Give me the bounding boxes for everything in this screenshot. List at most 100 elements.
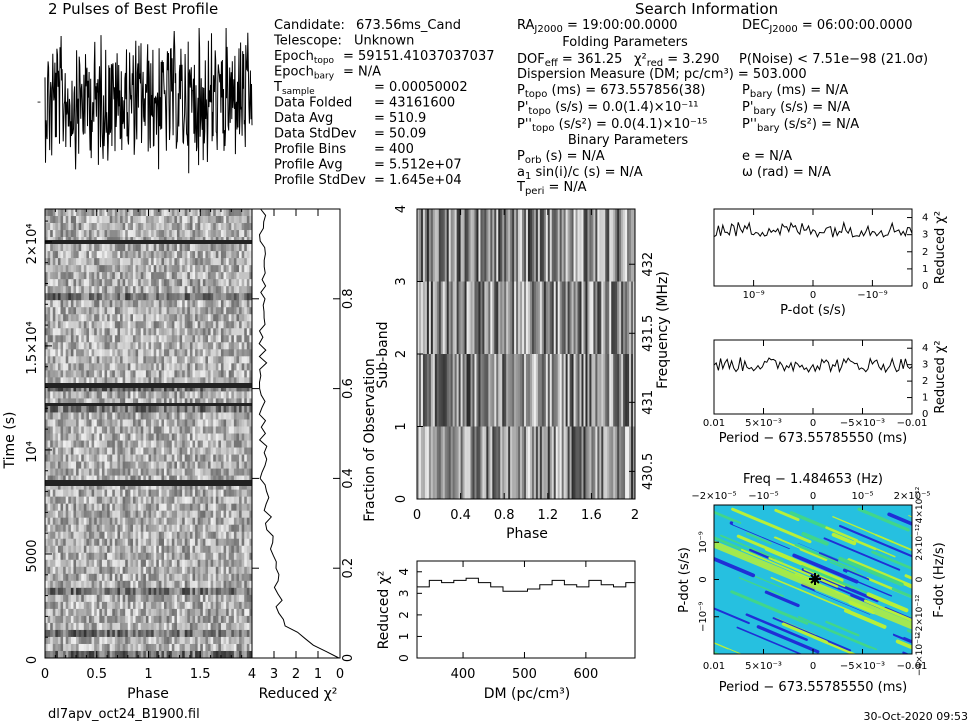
- pixel: [143, 328, 147, 336]
- pixel: [45, 566, 48, 575]
- pixel: [226, 335, 230, 343]
- pixel: [153, 272, 157, 280]
- pixel: [76, 384, 79, 392]
- pixel: [94, 398, 98, 406]
- pixel: [132, 496, 136, 504]
- pixel: [197, 433, 201, 441]
- pixel: [182, 216, 186, 224]
- pixel: [164, 433, 167, 441]
- pixel: [174, 461, 178, 469]
- pixel: [47, 349, 51, 357]
- pixel: [101, 321, 105, 329]
- pixel: [174, 531, 178, 540]
- pixel: [249, 328, 253, 336]
- pixel: [86, 377, 90, 385]
- pixel: [244, 398, 248, 406]
- pixel: [192, 300, 196, 308]
- pixel: [176, 601, 180, 610]
- pixel: [166, 230, 170, 238]
- pixel: [127, 601, 131, 610]
- pixel: [158, 293, 162, 301]
- pixel: [76, 216, 79, 224]
- pixel: [50, 426, 54, 434]
- pixel: [182, 321, 186, 329]
- pixel: [145, 293, 149, 301]
- pixel: [153, 601, 157, 610]
- pixel: [187, 258, 191, 266]
- cand-value: Unknown: [354, 34, 414, 49]
- pixel: [161, 405, 165, 413]
- pixel: [231, 545, 235, 554]
- pixel: [244, 342, 248, 350]
- pixel: [161, 398, 165, 406]
- pixel: [78, 412, 82, 420]
- pixel: [78, 524, 82, 533]
- pixel: [63, 223, 66, 231]
- pixel: [231, 300, 235, 308]
- pixel: [122, 447, 126, 455]
- pixel: [156, 580, 160, 589]
- pixel: [107, 594, 110, 603]
- pixel: [88, 524, 92, 533]
- pixel: [45, 405, 48, 413]
- pixel: [233, 251, 237, 259]
- pixel: [50, 405, 54, 413]
- pixel: [239, 384, 242, 392]
- pixel: [138, 300, 142, 308]
- pixel: [73, 594, 77, 603]
- pixel: [109, 559, 113, 568]
- pixel: [63, 580, 66, 589]
- pixel: [107, 587, 110, 596]
- pixel: [228, 307, 232, 315]
- pixel: [187, 342, 191, 350]
- pixel: [218, 510, 222, 518]
- pixel: [189, 545, 193, 554]
- pixel: [104, 545, 108, 554]
- pixel: [182, 314, 186, 322]
- pixel: [218, 293, 222, 301]
- pixel: [158, 349, 162, 357]
- pixel: [192, 209, 196, 217]
- pixel: [205, 209, 209, 217]
- pixel: [220, 587, 224, 596]
- pixel: [99, 594, 103, 603]
- pixel: [189, 601, 193, 610]
- pixel: [78, 461, 82, 469]
- pixel: [164, 377, 167, 385]
- pixel: [218, 377, 222, 385]
- pixel: [244, 265, 248, 273]
- pixel: [83, 524, 87, 533]
- pixel: [182, 545, 186, 554]
- pixel: [220, 244, 224, 252]
- pixel: [174, 552, 178, 561]
- pixel: [231, 531, 235, 540]
- pixel: [241, 587, 245, 596]
- pixel: [112, 342, 116, 350]
- pixel: [208, 468, 211, 476]
- pixel: [179, 377, 183, 385]
- pixel: [99, 258, 103, 266]
- pixel: [60, 426, 64, 434]
- pixel: [195, 587, 198, 596]
- pixel: [166, 559, 170, 568]
- pixel: [96, 412, 100, 420]
- pixel: [197, 447, 201, 455]
- pixel: [70, 370, 74, 378]
- pixel: [223, 258, 227, 266]
- pixel: [50, 552, 54, 561]
- pixel: [101, 286, 105, 294]
- pixel: [55, 321, 59, 329]
- pixel: [68, 307, 72, 315]
- pixel: [109, 517, 113, 526]
- pixel: [81, 342, 85, 350]
- pixel: [158, 377, 162, 385]
- pixel: [187, 328, 191, 336]
- pixel: [239, 587, 242, 596]
- pixel: [236, 363, 240, 371]
- pixel: [125, 580, 129, 589]
- pixel: [148, 328, 152, 336]
- pixel: [213, 636, 217, 645]
- pixel: [138, 335, 142, 343]
- pixel: [153, 363, 157, 371]
- pixel: [86, 391, 90, 399]
